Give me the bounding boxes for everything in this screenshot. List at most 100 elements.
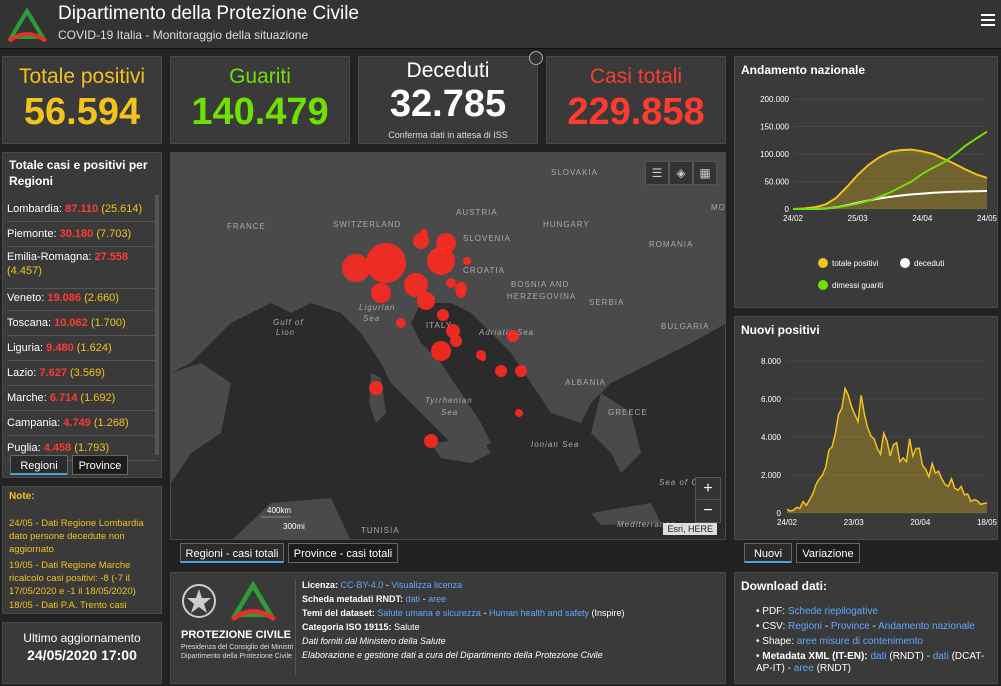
region-cases: 7.627 xyxy=(39,367,67,379)
zoom-out-button[interactable]: − xyxy=(695,499,721,523)
shape-link[interactable]: aree misure di contenimento xyxy=(796,636,923,647)
region-row[interactable]: Marche: 6.714 (1.692) xyxy=(7,386,157,411)
region-bubble[interactable] xyxy=(507,330,519,342)
tab-regioni-casi-totali[interactable]: Regioni - casi totali xyxy=(180,543,284,563)
temi-link[interactable]: Salute umana e sicurezza xyxy=(377,608,481,618)
y-tick-label: 4.000 xyxy=(761,433,782,442)
series-line xyxy=(786,386,988,512)
meta-fonte: Dati forniti dal Ministero della Salute xyxy=(302,636,446,646)
region-cases: 4.458 xyxy=(43,442,72,454)
region-cases: 6.714 xyxy=(49,392,78,404)
region-bubble[interactable] xyxy=(437,309,449,321)
tab-province[interactable]: Province xyxy=(72,455,128,475)
region-bubble[interactable] xyxy=(369,381,383,395)
rndt-aree-link[interactable]: aree xyxy=(428,594,447,604)
emblem-icon xyxy=(182,584,216,618)
stat-guariti: Guariti 140.479 xyxy=(170,56,350,144)
map-panel[interactable]: FRANCE SWITZERLAND AUSTRIA SLOVAKIA HUNG… xyxy=(170,152,726,540)
app-header: Dipartimento della Protezione Civile COV… xyxy=(0,0,1001,49)
regions-title: Totale casi e positivi per Regioni xyxy=(9,158,148,188)
pdf-link[interactable]: Schede riepilogative xyxy=(787,606,878,617)
map-canvas[interactable]: FRANCE SWITZERLAND AUSTRIA SLOVAKIA HUNG… xyxy=(171,153,726,540)
map-label: BOSNIA AND xyxy=(511,280,569,289)
region-bubble[interactable] xyxy=(495,365,507,377)
region-bubble[interactable] xyxy=(436,233,456,253)
region-bubble[interactable] xyxy=(456,288,466,298)
expand-icon[interactable] xyxy=(529,51,543,65)
region-bubble[interactable] xyxy=(366,243,406,283)
region-row[interactable]: Piemonte: 30.180 (7.703) xyxy=(7,222,157,247)
menu-icon[interactable] xyxy=(981,14,995,28)
region-row[interactable]: Veneto: 19.086 (2.660) xyxy=(7,286,157,311)
temi-link[interactable]: Human health and safety xyxy=(488,608,590,618)
meta-label: Categoria ISO 19115: xyxy=(302,622,392,632)
region-row[interactable]: Campania: 4.749 (1.268) xyxy=(7,411,157,436)
notes-title: Note: xyxy=(9,491,35,502)
nuovi-chart: 0 2.000 4.000 6.000 8.000 24/02 23/03 20/04 18/0… xyxy=(761,357,997,527)
region-name: Lazio xyxy=(7,367,34,379)
xml-dati-dcat-link[interactable]: dati xyxy=(932,651,949,662)
regions-panel: Totale casi e positivi per Regioni Lomba… xyxy=(2,152,162,478)
map-label: Ligurian xyxy=(359,303,395,312)
region-row[interactable]: Emilia-Romagna: 27.558 (4.457) xyxy=(7,247,157,289)
tab-province-casi-totali[interactable]: Province - casi totali xyxy=(288,543,398,563)
region-row[interactable]: Puglia: 4.458 (1.793) xyxy=(7,436,157,461)
note-item: 19/05 - Dati Regione Marche ricalcolo ca… xyxy=(9,560,136,597)
region-bubble[interactable] xyxy=(446,278,456,288)
visualizza-licenza-link[interactable]: Visualizza licenza xyxy=(391,580,463,590)
region-bubble[interactable] xyxy=(417,292,435,310)
csv-andamento-link[interactable]: Andamento nazionale xyxy=(878,621,975,632)
xml-aree-link[interactable]: aree xyxy=(793,663,814,674)
tab-nuovi[interactable]: Nuovi xyxy=(744,543,792,563)
update-panel: Ultimo aggiornamento 24/05/2020 17:00 xyxy=(2,622,162,684)
region-bubble[interactable] xyxy=(420,229,428,237)
rndt-dati-link[interactable]: dati xyxy=(405,594,421,604)
zoom-in-button[interactable]: + xyxy=(695,477,721,501)
csv-province-link[interactable]: Province xyxy=(830,621,870,632)
region-bubble[interactable] xyxy=(342,254,370,282)
map-scale-km: 400km xyxy=(267,506,291,515)
region-bubble[interactable] xyxy=(404,273,428,297)
divider xyxy=(295,579,296,675)
stat-label: Casi totali xyxy=(589,65,683,88)
metadata-panel: PROTEZIONE CIVILE Presidenza del Consigl… xyxy=(170,572,726,684)
region-bubble[interactable] xyxy=(446,324,460,338)
region-bubble[interactable] xyxy=(427,247,455,275)
protezione-civile-logo xyxy=(7,7,48,43)
tab-variazione[interactable]: Variazione xyxy=(796,543,860,563)
region-bubble[interactable] xyxy=(431,341,451,361)
map-label: Sea xyxy=(363,314,380,323)
region-positives: (1.700) xyxy=(90,317,126,329)
map-tool-layers-icon[interactable]: ◈ xyxy=(669,161,693,185)
region-name: Puglia xyxy=(7,442,38,454)
scrollbar[interactable] xyxy=(155,195,159,455)
map-label: CROATIA xyxy=(463,266,505,275)
region-row[interactable]: Toscana: 10.062 (1.700) xyxy=(7,311,157,336)
region-bubble[interactable] xyxy=(396,318,406,328)
region-row[interactable]: Lombardia: 87.110 (25.614) xyxy=(7,197,157,222)
nuovi-title: Nuovi positivi xyxy=(741,323,820,337)
series-area xyxy=(787,388,987,513)
region-bubble[interactable] xyxy=(413,233,429,249)
region-bubble[interactable] xyxy=(371,283,391,303)
region-bubble[interactable] xyxy=(515,365,527,377)
region-bubble[interactable] xyxy=(424,434,438,448)
region-row[interactable]: Lazio: 7.627 (3.569) xyxy=(7,361,157,386)
region-bubble[interactable] xyxy=(450,335,462,347)
map-label: Gulf of xyxy=(273,318,304,327)
x-tick-label: 18/05 xyxy=(977,518,997,527)
region-bubble[interactable] xyxy=(480,355,486,361)
csv-regioni-link[interactable]: Regioni xyxy=(788,621,822,632)
app-title: Dipartimento della Protezione Civile xyxy=(58,3,359,24)
region-bubble[interactable] xyxy=(463,257,471,265)
stat-deceduti: Deceduti 32.785 Conferma dati in attesa … xyxy=(358,51,543,144)
xml-suffix: (DCAT-AP-IT) xyxy=(756,651,985,674)
meta-label: Temi del dataset: xyxy=(302,608,375,618)
tab-regioni[interactable]: Regioni xyxy=(10,455,68,475)
region-bubble[interactable] xyxy=(515,409,523,417)
xml-dati-link[interactable]: dati xyxy=(870,651,887,662)
region-row[interactable]: Liguria: 9.480 (1.624) xyxy=(7,336,157,361)
map-tool-basemap-icon[interactable]: ▦ xyxy=(693,161,717,185)
licenza-link[interactable]: CC-BY-4.0 xyxy=(340,580,384,590)
map-tool-legend-icon[interactable]: ☰ xyxy=(645,161,669,185)
